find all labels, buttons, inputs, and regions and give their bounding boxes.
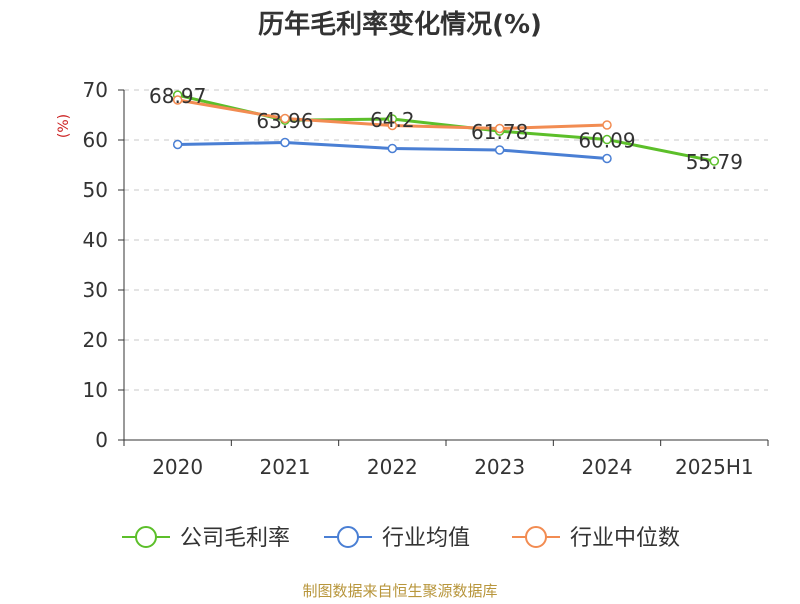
legend-marker	[337, 526, 359, 548]
legend: 公司毛利率 行业均值 行业中位数	[122, 526, 680, 551]
data-label: 63.96	[256, 109, 313, 133]
data-point	[494, 145, 505, 155]
x-tick-label: 2024	[582, 455, 633, 479]
series-lines	[172, 90, 720, 166]
legend-marker	[135, 526, 157, 548]
y-tick-label: 30	[83, 278, 108, 302]
legend-label: 行业中位数	[570, 526, 680, 551]
data-point	[387, 143, 398, 154]
data-labels: 68.97 63.96 64.2 61.78 60.09 55.79	[149, 84, 743, 174]
legend-label: 行业均值	[382, 526, 470, 551]
legend-label: 公司毛利率	[180, 526, 290, 551]
data-point	[494, 123, 505, 134]
data-label: 55.79	[686, 150, 743, 174]
y-tick-label: 70	[83, 78, 108, 102]
chart-title: 历年毛利率变化情况(%)	[258, 9, 542, 40]
legend-marker	[525, 526, 547, 548]
x-tick-label: 2025H1	[675, 455, 754, 479]
axes: 0 10 20 30 40 50 60 70 2020 2021 2022 2023 2024 2025H…	[83, 78, 769, 479]
data-label: 60.09	[578, 129, 635, 153]
y-tick-label: 50	[83, 178, 108, 202]
data-label: 64.2	[370, 108, 415, 132]
y-tick-label: 60	[83, 128, 108, 152]
data-point	[387, 120, 398, 131]
data-point	[280, 137, 290, 148]
y-tick-label: 40	[83, 228, 108, 252]
y-axis-unit-label: (%)	[56, 114, 72, 138]
x-tick-label: 2023	[474, 455, 525, 479]
source-note: 制图数据来自恒生聚源数据库	[302, 582, 497, 600]
x-tick-label: 2021	[260, 455, 311, 479]
data-point	[602, 153, 612, 164]
data-label: 68.97	[149, 84, 206, 108]
gridlines	[124, 89, 768, 391]
x-tick-label: 2020	[152, 455, 203, 479]
data-point	[172, 95, 183, 105]
data-point	[709, 156, 720, 166]
y-tick-label: 20	[83, 328, 108, 352]
y-tick-label: 0	[95, 428, 108, 452]
data-label: 61.78	[471, 120, 528, 144]
x-tick-label: 2022	[367, 455, 418, 479]
y-tick-label: 10	[83, 378, 108, 402]
data-point	[602, 120, 612, 130]
data-point	[602, 134, 612, 145]
data-point	[280, 113, 290, 124]
data-point	[172, 139, 183, 150]
